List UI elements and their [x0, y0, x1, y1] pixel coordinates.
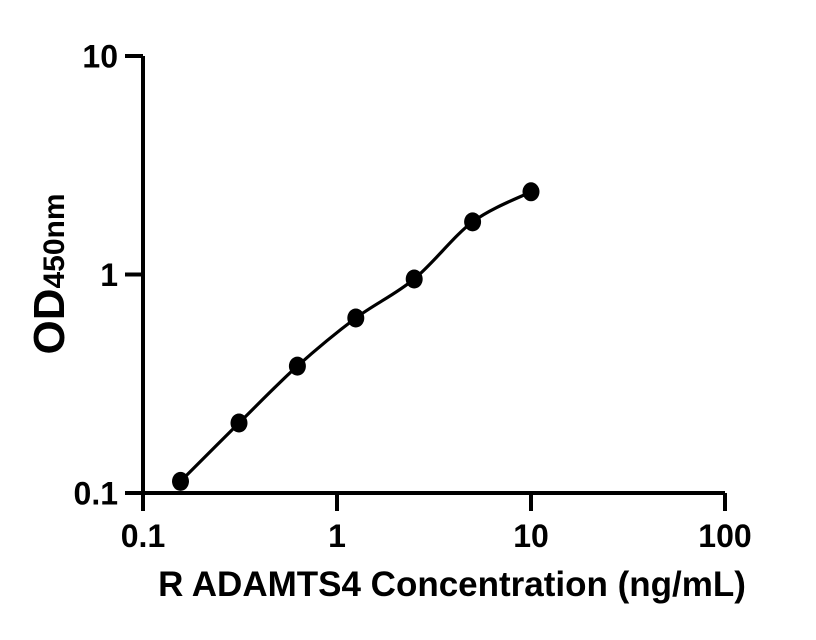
data-point: [522, 182, 540, 202]
standard-curve-line: [179, 190, 532, 483]
x-tick-label: 10: [513, 518, 549, 554]
data-point: [230, 413, 248, 433]
x-tick-label: 0.1: [121, 518, 165, 554]
y-tick-label: 0.1: [74, 476, 118, 512]
data-point: [347, 308, 365, 328]
y-axis-title: OD450nm: [25, 193, 82, 355]
data-point: [464, 212, 482, 232]
y-axis-title-subscript: 450nm: [38, 193, 71, 289]
data-point: [405, 269, 423, 289]
x-tick-label: 1: [328, 518, 346, 554]
x-tick-label: 100: [698, 518, 751, 554]
x-axis-title: R ADAMTS4 Concentration (ng/mL): [158, 565, 746, 604]
y-axis-title-main: OD: [25, 288, 74, 355]
y-tick-label: 1: [100, 257, 118, 293]
data-point: [288, 356, 306, 376]
y-tick-label: 10: [82, 39, 118, 75]
data-point: [172, 471, 189, 491]
axis-spine: [141, 56, 725, 495]
